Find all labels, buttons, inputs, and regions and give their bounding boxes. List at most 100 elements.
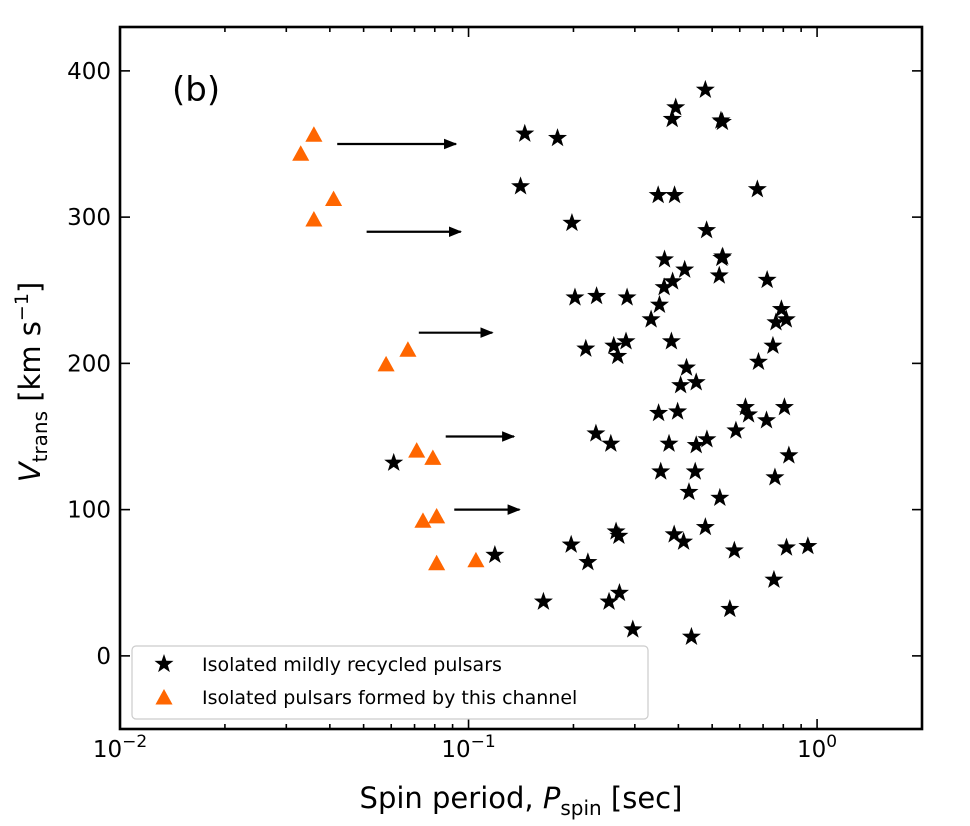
star-point bbox=[726, 420, 746, 439]
y-tick-label: 400 bbox=[67, 59, 111, 85]
star-point bbox=[664, 524, 684, 543]
triangle-point bbox=[325, 190, 343, 207]
star-point bbox=[561, 534, 581, 553]
triangle-point bbox=[424, 449, 442, 465]
star-point bbox=[668, 401, 688, 420]
star-point bbox=[676, 357, 696, 376]
star-point bbox=[697, 220, 717, 239]
star-point bbox=[798, 536, 818, 555]
star-point bbox=[674, 531, 694, 550]
star-point bbox=[587, 286, 607, 305]
star-point bbox=[709, 265, 729, 284]
triangle-point bbox=[399, 341, 417, 357]
star-point bbox=[771, 299, 791, 318]
triangle-point bbox=[414, 512, 432, 528]
legend-label-triangles: Isolated pulsars formed by this channel bbox=[202, 687, 577, 709]
star-point bbox=[651, 461, 671, 480]
star-point bbox=[747, 179, 767, 198]
star-point bbox=[511, 176, 531, 195]
y-tick-label: 0 bbox=[96, 644, 111, 670]
y-axis-title: Vtrans [km s−1] bbox=[11, 282, 52, 483]
star-point bbox=[578, 552, 598, 571]
legend-star-icon bbox=[154, 654, 174, 673]
star-point bbox=[774, 397, 794, 416]
star-point bbox=[675, 259, 695, 278]
star-point bbox=[766, 312, 786, 331]
star-point bbox=[739, 404, 759, 423]
triangle-point bbox=[428, 507, 446, 524]
star-point bbox=[748, 351, 768, 370]
axis-ticks: 0 100 200 300 400 10−2 10−1 100 bbox=[67, 27, 923, 763]
star-point bbox=[763, 335, 783, 354]
x-tick-label: 10−1 bbox=[441, 732, 495, 763]
x-tick-label: 100 bbox=[797, 732, 837, 763]
star-point bbox=[641, 309, 661, 328]
star-point bbox=[697, 429, 717, 448]
star-point bbox=[695, 517, 715, 536]
star-point bbox=[757, 410, 777, 429]
star-point bbox=[686, 372, 706, 391]
star-point bbox=[601, 433, 621, 452]
star-point bbox=[649, 294, 669, 313]
star-point bbox=[485, 544, 505, 564]
triangle-point bbox=[305, 211, 323, 227]
star-point bbox=[776, 537, 796, 556]
star-point bbox=[679, 482, 699, 501]
star-point bbox=[712, 112, 732, 131]
star-point bbox=[655, 249, 675, 268]
star-point bbox=[384, 452, 404, 471]
star-point bbox=[617, 287, 637, 306]
y-tick-label: 200 bbox=[67, 351, 111, 377]
star-point bbox=[586, 423, 606, 442]
legend-box bbox=[131, 645, 649, 720]
y-tick-label: 300 bbox=[67, 205, 111, 231]
star-point bbox=[648, 185, 668, 204]
star-point bbox=[695, 79, 715, 98]
star-point bbox=[665, 185, 685, 204]
star-point bbox=[565, 287, 585, 306]
star-point bbox=[649, 403, 669, 422]
star-point bbox=[671, 375, 691, 394]
star-point bbox=[609, 582, 629, 602]
star-point bbox=[654, 277, 674, 296]
star-point bbox=[712, 248, 732, 267]
x-axis-title: Spin period, Pspin [sec] bbox=[360, 781, 683, 820]
star-point bbox=[616, 331, 636, 350]
legend-triangle-marker bbox=[155, 689, 173, 705]
legend-star-marker bbox=[154, 654, 174, 673]
triangle-point bbox=[428, 554, 446, 571]
star-point bbox=[710, 487, 730, 507]
star-point bbox=[779, 445, 799, 464]
star-point bbox=[606, 521, 626, 540]
star-point bbox=[533, 591, 553, 610]
star-point bbox=[681, 626, 701, 645]
star-point bbox=[599, 591, 619, 610]
star-point bbox=[757, 270, 777, 289]
star-point bbox=[724, 540, 744, 559]
star-point bbox=[576, 338, 596, 357]
star-point bbox=[661, 331, 681, 350]
legend-triangle-icon bbox=[155, 689, 173, 705]
arrows bbox=[337, 138, 521, 515]
star-point bbox=[562, 212, 582, 232]
star-point bbox=[608, 346, 628, 365]
data-points bbox=[292, 79, 818, 645]
x-tick-label: 10−2 bbox=[93, 732, 147, 763]
triangle-point bbox=[467, 551, 485, 568]
star-point bbox=[663, 271, 683, 290]
plot-frame bbox=[118, 25, 924, 731]
star-point bbox=[764, 569, 784, 588]
triangle-point bbox=[292, 145, 310, 161]
star-point bbox=[666, 97, 686, 116]
y-tick-label: 100 bbox=[67, 498, 111, 524]
legend-label-stars: Isolated mildly recycled pulsars bbox=[202, 654, 502, 676]
star-point bbox=[623, 619, 643, 638]
star-point bbox=[685, 461, 705, 480]
panel-label: (b) bbox=[172, 70, 220, 110]
star-point bbox=[686, 435, 706, 454]
legend: Isolated mildly recycled pulsars Isolate… bbox=[131, 645, 649, 720]
star-point bbox=[548, 128, 568, 147]
star-point bbox=[735, 397, 755, 416]
star-point bbox=[515, 123, 535, 142]
